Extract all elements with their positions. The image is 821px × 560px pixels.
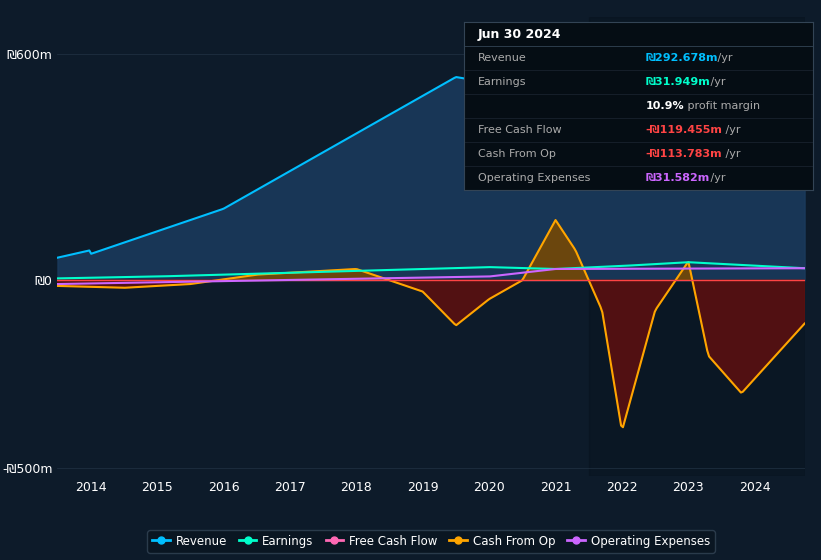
Text: -₪113.783m: -₪113.783m	[645, 150, 722, 160]
Text: Earnings: Earnings	[478, 77, 526, 87]
Legend: Revenue, Earnings, Free Cash Flow, Cash From Op, Operating Expenses: Revenue, Earnings, Free Cash Flow, Cash …	[147, 530, 715, 553]
Text: /yr: /yr	[722, 125, 741, 136]
Text: -₪119.455m: -₪119.455m	[645, 125, 722, 136]
Bar	[589, 17, 805, 476]
Text: Revenue: Revenue	[478, 53, 526, 63]
Text: ₪292.678m: ₪292.678m	[645, 53, 718, 63]
Text: /yr: /yr	[714, 53, 733, 63]
Text: /yr: /yr	[707, 77, 725, 87]
Text: ₪31.949m: ₪31.949m	[645, 77, 710, 87]
Text: Cash From Op: Cash From Op	[478, 150, 556, 160]
Text: 10.9%: 10.9%	[645, 101, 684, 111]
Text: /yr: /yr	[707, 174, 725, 184]
Text: profit margin: profit margin	[684, 101, 759, 111]
Text: Operating Expenses: Operating Expenses	[478, 174, 590, 184]
Text: Jun 30 2024: Jun 30 2024	[478, 28, 562, 41]
Text: /yr: /yr	[722, 150, 741, 160]
Text: ₪31.582m: ₪31.582m	[645, 174, 709, 184]
Text: Free Cash Flow: Free Cash Flow	[478, 125, 562, 136]
